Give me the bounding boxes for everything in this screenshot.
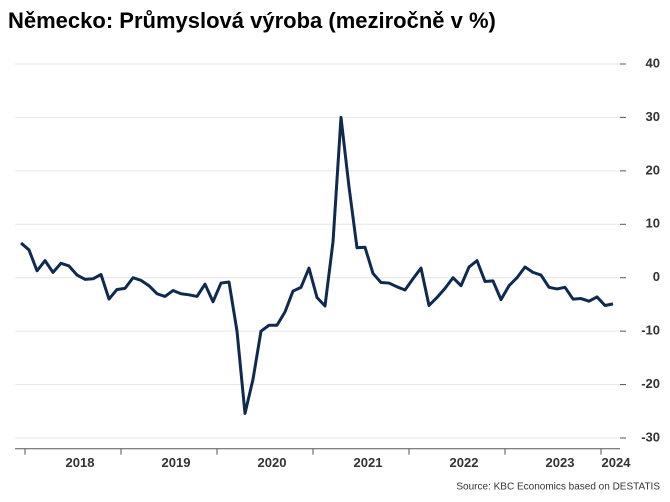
source-note: Source: KBC Economics based on DESTATIS xyxy=(456,482,660,493)
x-tick-label: 2020 xyxy=(258,455,287,470)
x-tick-label: 2021 xyxy=(354,455,383,470)
x-tick-label: 2018 xyxy=(66,455,95,470)
y-tick-label: 30 xyxy=(646,109,660,124)
y-tick-label: 20 xyxy=(646,162,660,177)
y-tick-label: 40 xyxy=(646,55,660,70)
y-tick-label: -10 xyxy=(641,323,660,338)
x-tick-label: 2023 xyxy=(546,455,575,470)
y-tick-label: -20 xyxy=(641,376,660,391)
data-line xyxy=(20,115,614,415)
y-tick-label: 10 xyxy=(646,216,660,231)
x-tick-label: 2022 xyxy=(450,455,479,470)
chart-title: Německo: Průmyslová výroba (meziročně v … xyxy=(8,8,496,33)
y-tick-label: 0 xyxy=(653,269,660,284)
x-tick-label: 2019 xyxy=(162,455,191,470)
y-tick-label: -30 xyxy=(641,429,660,444)
x-tick-label: 2024 xyxy=(602,455,632,470)
